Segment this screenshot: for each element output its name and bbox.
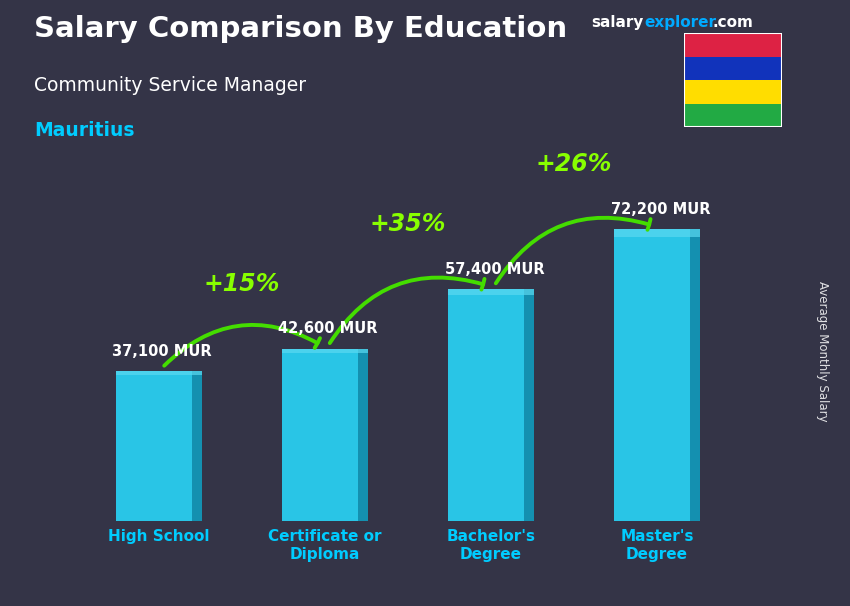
Text: +35%: +35% (370, 212, 446, 236)
Bar (282, 349, 368, 353)
Text: +15%: +15% (204, 271, 280, 296)
Bar (690, 230, 700, 521)
Bar (614, 230, 700, 521)
Text: Salary Comparison By Education: Salary Comparison By Education (34, 15, 567, 43)
Bar (116, 371, 202, 521)
Bar (684, 33, 782, 57)
Text: 42,600 MUR: 42,600 MUR (279, 321, 378, 336)
Bar (282, 349, 368, 521)
Text: 57,400 MUR: 57,400 MUR (445, 262, 544, 276)
Bar (192, 371, 202, 521)
Text: explorer: explorer (644, 15, 717, 30)
Text: +26%: +26% (536, 152, 612, 176)
Bar (684, 104, 782, 127)
Bar (448, 289, 534, 295)
Bar (358, 349, 368, 521)
Text: Community Service Manager: Community Service Manager (34, 76, 306, 95)
Text: .com: .com (712, 15, 753, 30)
Text: 37,100 MUR: 37,100 MUR (112, 344, 212, 359)
Text: 72,200 MUR: 72,200 MUR (610, 202, 710, 217)
Bar (684, 57, 782, 80)
Bar (524, 289, 534, 521)
Text: Mauritius: Mauritius (34, 121, 134, 140)
Bar (448, 289, 534, 521)
Bar (614, 230, 700, 237)
Bar (116, 371, 202, 375)
Bar (684, 80, 782, 104)
Text: salary: salary (591, 15, 643, 30)
Text: Average Monthly Salary: Average Monthly Salary (816, 281, 829, 422)
